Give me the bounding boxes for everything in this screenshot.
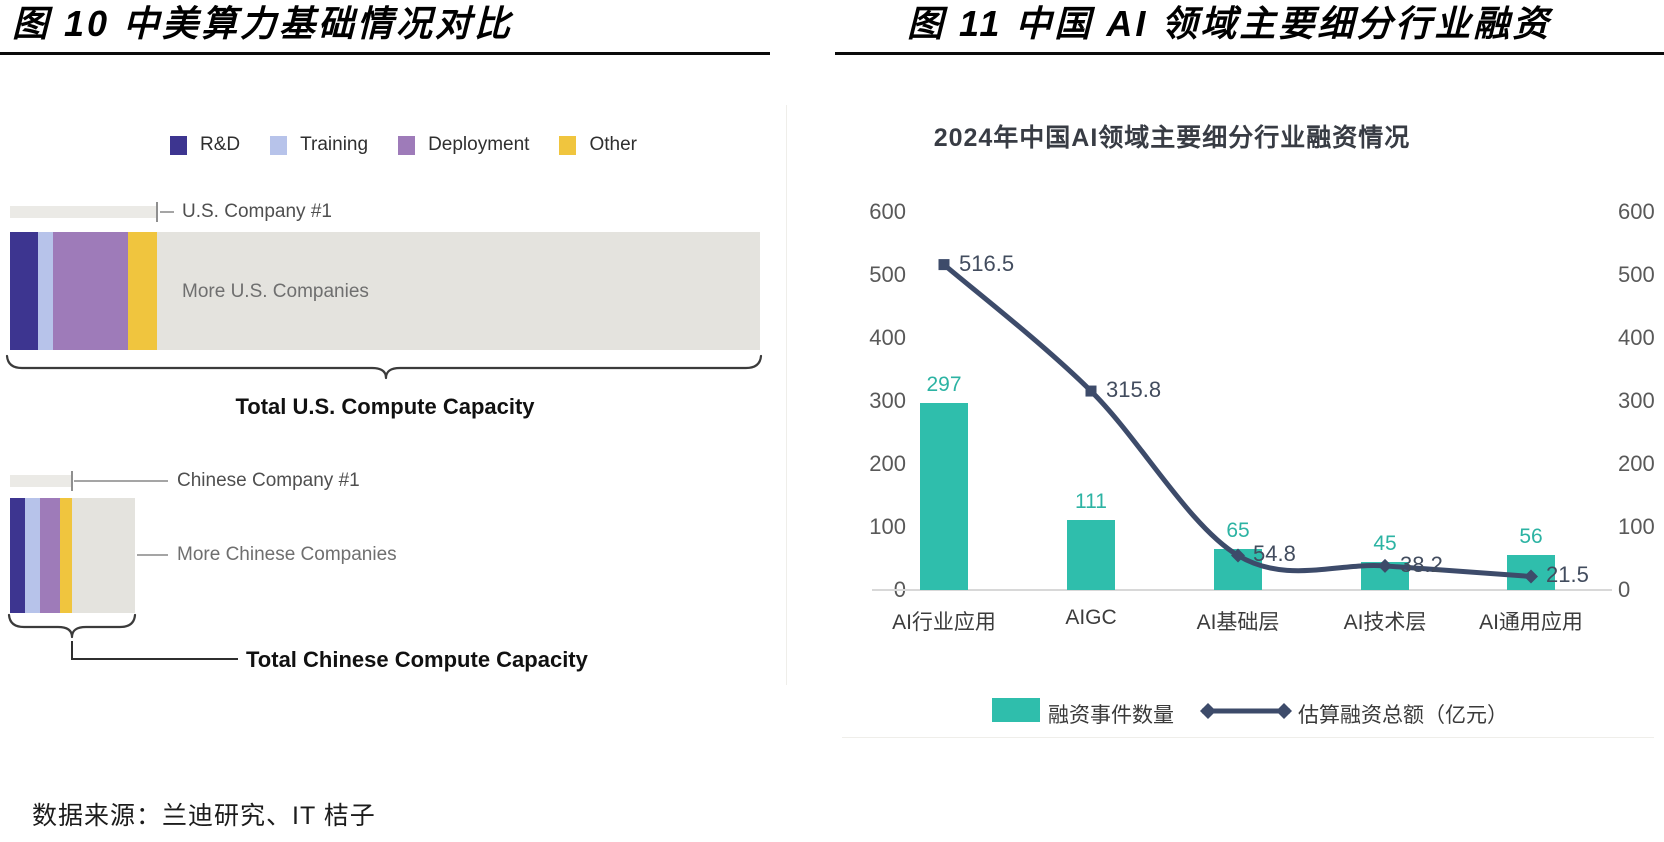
line-marker-diamond-4	[1524, 569, 1538, 584]
line-value-AIGC: 315.8	[1106, 377, 1162, 403]
x-axis-label-AI基础层: AI基础层	[1196, 611, 1280, 634]
figure-divider-line	[786, 105, 787, 685]
y-axis-right-tick-500: 500	[1618, 262, 1655, 287]
legend-label-3: Other	[589, 134, 637, 155]
us-company1-tick	[156, 202, 158, 222]
right-figure-title: 图 11 中国 AI 领域主要细分行业融资	[907, 3, 1552, 44]
line-value-AI通用应用: 21.5	[1546, 562, 1589, 588]
cn-bar-segment-more	[72, 498, 135, 613]
us-bar-segment-training	[38, 232, 53, 350]
us-bar-segment-other	[128, 232, 157, 350]
us-bar-segment-deployment	[53, 232, 128, 350]
x-axis-label-AI行业应用: AI行业应用	[892, 611, 996, 634]
line-value-AI行业应用: 516.5	[959, 250, 1015, 276]
cn-total-brace	[7, 613, 137, 639]
bar-value-AI基础层: 65	[1226, 519, 1250, 543]
bar-AIGC	[1067, 520, 1115, 590]
cn-bar-segment-training	[25, 498, 40, 613]
legend-line-label: 估算融资总额（亿元）	[1298, 704, 1508, 727]
cn-stacked-bar	[10, 498, 135, 613]
y-axis-left-tick-100: 100	[869, 514, 906, 539]
line-value-AI技术层: 38.2	[1400, 551, 1443, 577]
y-axis-right-tick-300: 300	[1618, 388, 1655, 413]
legend-item-rd: R&D	[170, 134, 240, 156]
legend-item-training: Training	[270, 134, 368, 156]
y-axis-left-tick-400: 400	[869, 325, 906, 350]
y-axis-right-tick-400: 400	[1618, 325, 1655, 350]
legend-bar-swatch	[992, 698, 1040, 722]
cn-brace-path	[7, 613, 137, 639]
us-company1-ruler	[10, 206, 157, 218]
us-bar-segment-more	[157, 232, 760, 350]
right-figure-header: 图 11 中国 AI 领域主要细分行业融资	[835, 0, 1664, 55]
y-axis-right-tick-0: 0	[1618, 577, 1631, 602]
legend-swatch-2	[398, 135, 416, 155]
cn-bar-segment-rd	[10, 498, 25, 613]
legend-item-other: Other	[559, 134, 637, 156]
financing-line-series	[938, 259, 1538, 584]
us-bar-segment-rd	[10, 232, 38, 350]
legend-line-diamond-right	[1276, 703, 1292, 719]
y-axis-left-tick-200: 200	[869, 451, 906, 476]
us-more-companies-label: More U.S. Companies	[182, 281, 369, 302]
compute-legend: R&D Training Deployment Other	[170, 134, 637, 156]
legend-label-1: Training	[300, 134, 369, 155]
legend-line-sample	[1200, 703, 1292, 719]
cn-bar-segment-deployment	[40, 498, 60, 613]
us-company1-leader-line	[160, 211, 174, 213]
us-total-capacity-label: Total U.S. Compute Capacity	[235, 394, 535, 419]
bar-value-AIGC: 111	[1075, 490, 1107, 514]
bar-value-AI通用应用: 56	[1519, 524, 1543, 548]
legend-item-deployment: Deployment	[398, 134, 529, 156]
y-axis-left-tick-500: 500	[869, 262, 906, 287]
us-company1-label: U.S. Company #1	[182, 201, 332, 222]
us-brace-path	[5, 354, 763, 380]
cn-total-connector-line	[71, 641, 238, 660]
cn-company1-leader-line	[74, 480, 168, 482]
line-value-AI基础层: 54.8	[1253, 541, 1296, 567]
left-figure-header: 图 10 中美算力基础情况对比	[0, 0, 770, 55]
y-axis-right-tick-200: 200	[1618, 451, 1655, 476]
cn-bar-segment-other	[60, 498, 72, 613]
cn-more-companies-label: More Chinese Companies	[177, 544, 397, 565]
us-total-brace	[5, 354, 763, 380]
x-axis-label-AIGC: AIGC	[1065, 606, 1117, 629]
ai-financing-chart-figure: 2024年中国AI领域主要细分行业融资情况 600 600 500 500 400 400 3…	[832, 100, 1664, 760]
legend-label-0: R&D	[200, 134, 241, 155]
line-marker-square-0	[938, 259, 950, 271]
bar-value-AI行业应用: 297	[926, 372, 962, 396]
x-axis-label-AI技术层: AI技术层	[1343, 611, 1427, 634]
y-axis-right-tick-100: 100	[1618, 514, 1655, 539]
line-marker-diamond-3	[1378, 558, 1392, 573]
y-axis-right-tick-600: 600	[1618, 199, 1655, 224]
x-axis-baseline	[872, 589, 1612, 591]
line-series-path	[941, 262, 1534, 579]
cn-total-capacity-label: Total Chinese Compute Capacity	[246, 647, 588, 672]
left-figure-title: 图 10 中美算力基础情况对比	[12, 3, 514, 44]
figure-bottom-border	[842, 737, 1654, 738]
compute-comparison-figure: R&D Training Deployment Other U.S. Company #…	[0, 100, 800, 700]
bar-AI行业应用	[920, 402, 968, 590]
legend-swatch-3	[559, 135, 577, 155]
line-marker-square-1	[1085, 385, 1097, 397]
bar-value-AI技术层: 45	[1373, 531, 1397, 555]
cn-more-leader-line	[137, 554, 168, 556]
us-stacked-bar	[10, 232, 760, 350]
data-source-note: 数据来源：兰迪研究、IT 桔子	[32, 802, 376, 830]
financing-chart-title: 2024年中国AI领域主要细分行业融资情况	[933, 124, 1411, 152]
cn-company1-ruler	[10, 475, 72, 487]
legend-swatch-0	[170, 135, 187, 155]
legend-line-diamond-left	[1200, 703, 1216, 719]
x-axis-label-AI通用应用: AI通用应用	[1479, 611, 1583, 634]
legend-label-2: Deployment	[428, 134, 530, 155]
line-marker-diamond-2	[1231, 548, 1245, 563]
cn-company1-tick	[71, 471, 73, 491]
cn-company1-label: Chinese Company #1	[177, 470, 360, 491]
legend-bar-label: 融资事件数量	[1048, 704, 1174, 727]
legend-swatch-1	[270, 135, 288, 155]
y-axis-left-tick-600: 600	[869, 199, 906, 224]
y-axis-left-tick-300: 300	[869, 388, 906, 413]
cn-total-connector	[71, 641, 238, 660]
